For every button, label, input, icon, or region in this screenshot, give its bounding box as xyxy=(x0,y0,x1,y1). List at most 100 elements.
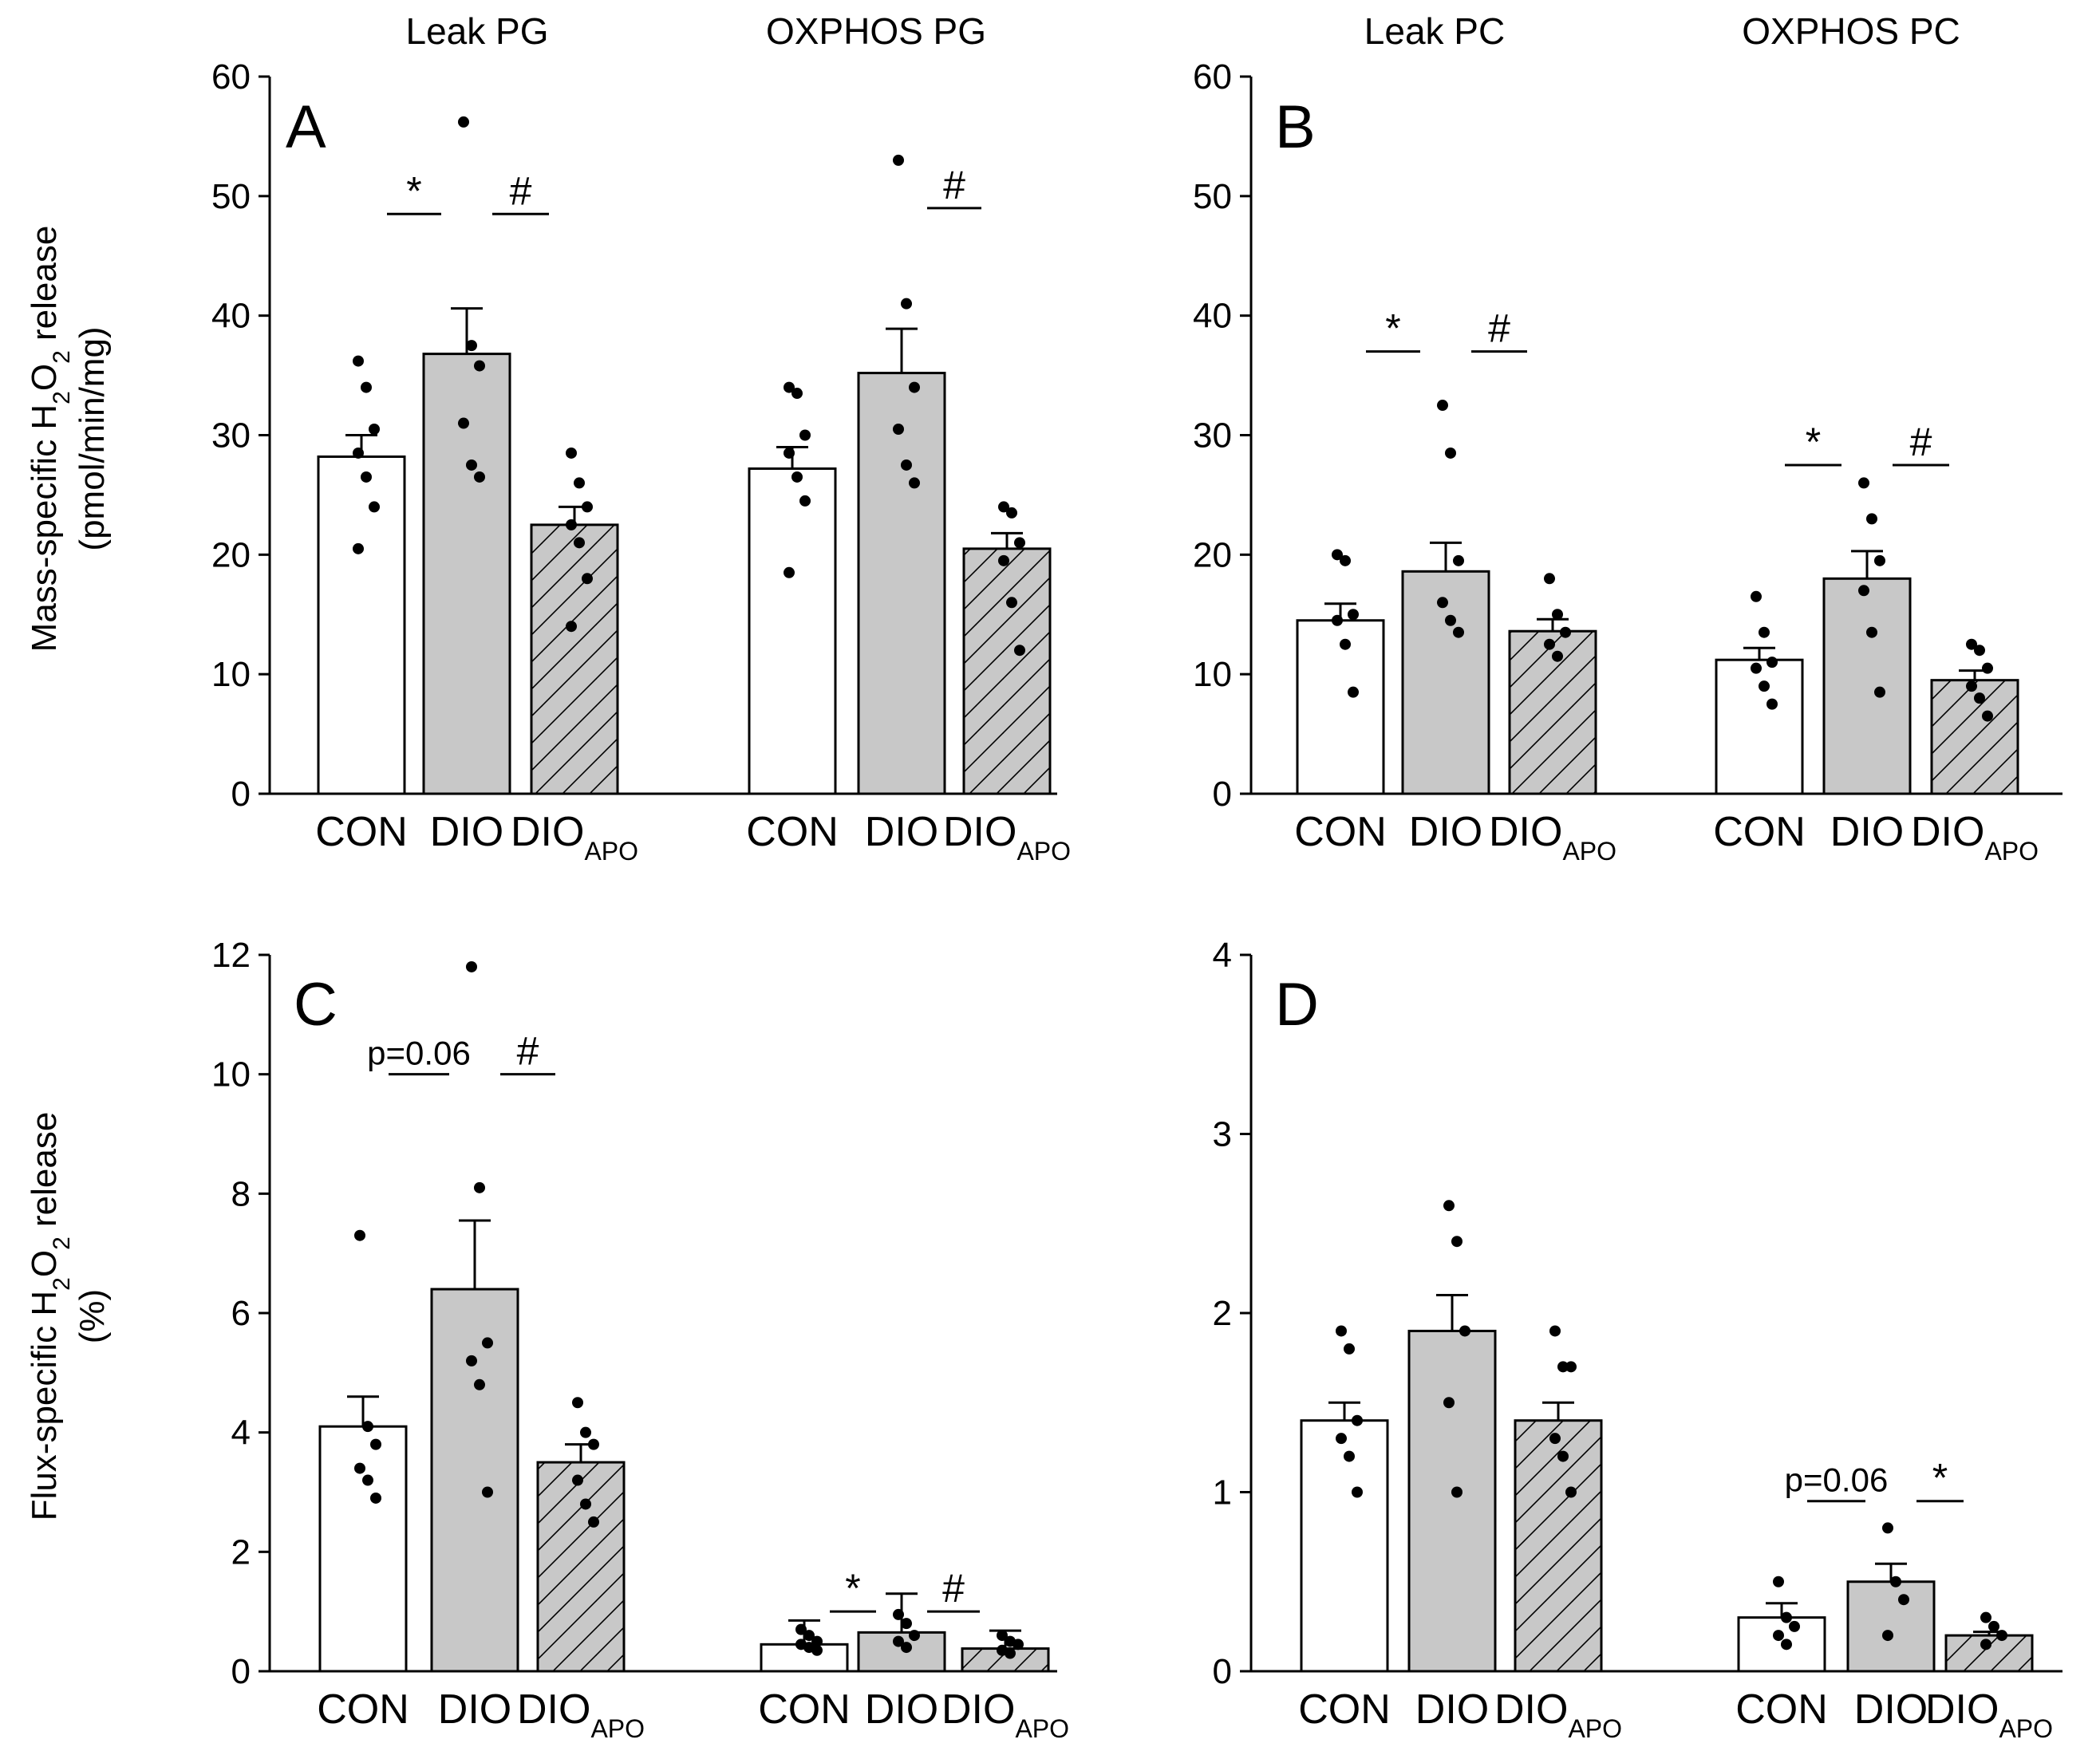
data-point xyxy=(1437,597,1448,609)
data-point xyxy=(1966,638,1977,650)
bar xyxy=(1822,577,1912,795)
data-point xyxy=(1890,1576,1901,1587)
data-point xyxy=(580,1498,591,1510)
data-point xyxy=(1340,638,1351,650)
data-point xyxy=(362,1474,373,1486)
data-point xyxy=(1352,1486,1363,1498)
bar xyxy=(857,372,946,795)
bar xyxy=(1846,1580,1936,1673)
significance-label: # xyxy=(517,1029,539,1074)
data-point xyxy=(1348,686,1359,698)
data-point xyxy=(799,495,811,507)
ylabel-bottom: Flux-specific H2O2 release xyxy=(25,1112,75,1521)
data-point xyxy=(1882,1522,1893,1534)
y-tick-label: 20 xyxy=(1193,535,1232,574)
significance-label: # xyxy=(510,168,532,213)
data-point xyxy=(1340,554,1351,566)
significance-label: # xyxy=(1488,306,1510,351)
data-point xyxy=(1459,1325,1470,1337)
y-tick-label: 4 xyxy=(231,1414,251,1453)
significance-label: * xyxy=(1806,420,1821,464)
data-point xyxy=(1759,626,1770,638)
significance-label: * xyxy=(1932,1456,1948,1501)
data-point xyxy=(1789,1620,1800,1632)
data-point xyxy=(1332,614,1343,626)
data-point xyxy=(566,519,577,530)
data-point xyxy=(1012,1639,1024,1650)
group-title: Leak PG xyxy=(406,10,549,52)
data-point xyxy=(1560,626,1571,638)
data-point xyxy=(997,1630,1008,1642)
data-point xyxy=(580,1426,591,1438)
y-tick-label: 12 xyxy=(211,936,251,975)
data-point xyxy=(1866,626,1877,638)
data-point xyxy=(458,417,469,429)
data-point xyxy=(784,447,795,459)
data-point xyxy=(784,566,795,578)
data-point xyxy=(791,471,803,483)
data-point xyxy=(1006,507,1017,519)
bar xyxy=(748,467,837,795)
data-point xyxy=(803,1630,815,1642)
bar xyxy=(1300,1419,1389,1673)
data-point xyxy=(1565,1361,1577,1373)
data-point xyxy=(1552,650,1563,662)
data-point xyxy=(466,960,477,972)
data-point xyxy=(474,1378,485,1390)
data-point xyxy=(588,1438,599,1450)
category-label: DIO xyxy=(865,809,938,855)
category-label: DIO xyxy=(1830,809,1904,855)
category-label: DIOAPO xyxy=(1925,1686,2053,1743)
significance-label: * xyxy=(1385,306,1400,351)
group-title: OXPHOS PC xyxy=(1742,10,1960,52)
data-point xyxy=(566,447,577,459)
data-point xyxy=(353,542,364,554)
data-point xyxy=(893,1608,904,1620)
data-point xyxy=(998,501,1009,513)
data-point xyxy=(466,340,477,352)
data-point xyxy=(1453,554,1464,566)
y-tick-label: 60 xyxy=(211,57,251,97)
category-label: CON xyxy=(1294,809,1387,855)
data-point xyxy=(909,1630,920,1642)
data-point xyxy=(1552,609,1563,621)
y-tick-label: 3 xyxy=(1213,1115,1232,1154)
category-label: CON xyxy=(1298,1686,1391,1733)
data-point xyxy=(1451,1486,1462,1498)
data-point xyxy=(1974,645,1985,657)
data-point xyxy=(1781,1639,1792,1650)
category-label: DIOAPO xyxy=(511,809,638,866)
y-tick-label: 2 xyxy=(231,1532,251,1572)
bar xyxy=(1407,1329,1497,1673)
data-point xyxy=(1751,590,1762,602)
category-label: DIO xyxy=(438,1686,511,1733)
data-point xyxy=(361,381,372,393)
data-point xyxy=(1014,645,1025,657)
data-point xyxy=(1858,585,1869,597)
data-point xyxy=(901,1642,912,1654)
data-point xyxy=(1005,1647,1016,1659)
group-title: OXPHOS PG xyxy=(766,10,986,52)
category-label: CON xyxy=(758,1686,851,1733)
data-point xyxy=(1445,447,1456,459)
y-tick-label: 10 xyxy=(211,1055,251,1094)
data-point xyxy=(474,471,485,483)
bar xyxy=(530,523,619,795)
significance-label: p=0.06 xyxy=(1785,1461,1889,1499)
category-label: CON xyxy=(315,809,408,855)
data-point xyxy=(909,381,920,393)
data-point xyxy=(361,471,372,483)
significance-label: * xyxy=(845,1566,860,1611)
data-point xyxy=(474,1181,485,1193)
y-tick-label: 0 xyxy=(231,1652,251,1691)
data-point xyxy=(1996,1630,2007,1642)
data-point xyxy=(354,1462,365,1474)
data-point xyxy=(1982,662,1993,674)
category-label: CON xyxy=(1713,809,1806,855)
data-point xyxy=(1336,1325,1347,1337)
y-tick-label: 8 xyxy=(231,1174,251,1213)
y-tick-label: 6 xyxy=(231,1294,251,1333)
